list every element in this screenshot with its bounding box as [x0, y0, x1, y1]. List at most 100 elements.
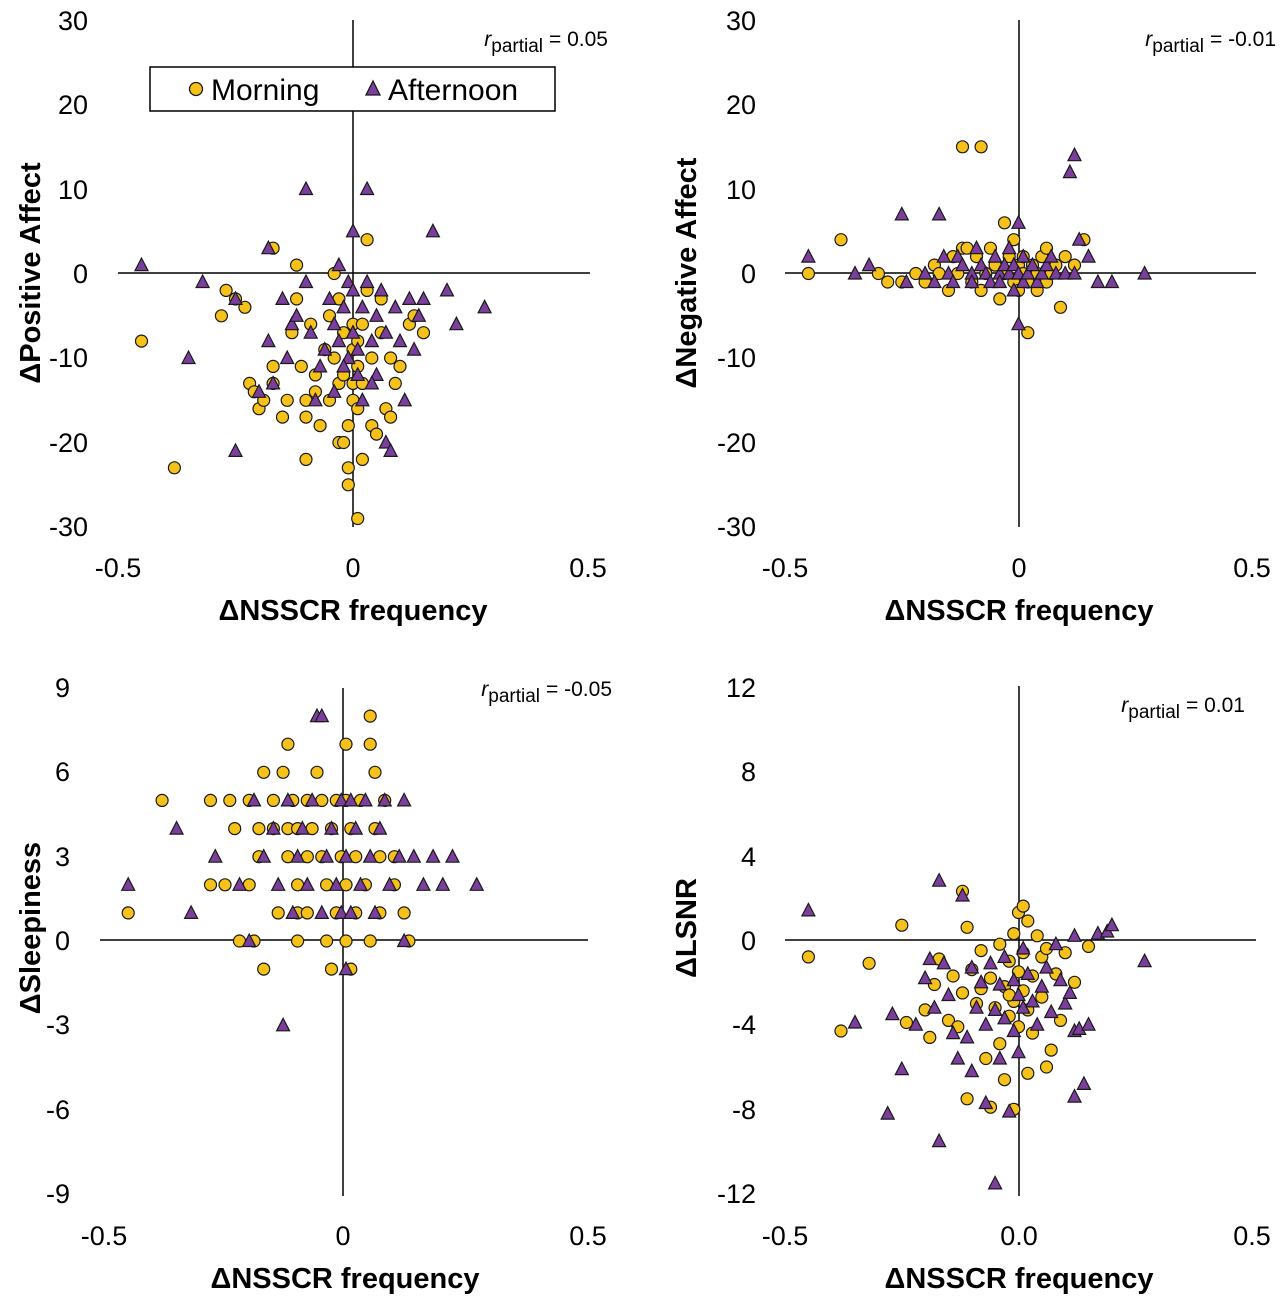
morning-point — [1039, 1060, 1054, 1074]
y-tick-label: 12 — [726, 673, 756, 703]
afternoon-point — [861, 256, 877, 272]
afternoon-point — [477, 298, 493, 314]
afternoon-point — [931, 206, 947, 221]
r-partial-annotation: rpartial = 0.01 — [1121, 694, 1245, 723]
morning-point — [275, 410, 290, 424]
morning-point — [369, 427, 384, 441]
morning-point — [341, 419, 355, 433]
morning-point — [974, 140, 988, 154]
afternoon-point — [411, 307, 427, 322]
afternoon-point — [1006, 1022, 1022, 1038]
morning-point — [299, 452, 313, 466]
morning-point — [941, 1013, 956, 1028]
afternoon-point — [340, 273, 356, 289]
afternoon-point — [1062, 984, 1078, 1000]
afternoon-point — [391, 848, 407, 863]
afternoon-point — [378, 324, 394, 339]
morning-point — [218, 878, 232, 892]
x-axis-title: ΔNSSCR frequency — [210, 1263, 479, 1295]
morning-point — [203, 793, 218, 808]
afternoon-point — [298, 180, 314, 196]
x-tick-label: -0.5 — [81, 1221, 128, 1251]
y-tick-label: 9 — [55, 673, 70, 703]
afternoon-point — [469, 876, 485, 891]
data-points — [120, 707, 485, 1032]
afternoon-point — [392, 332, 408, 348]
afternoon-point — [324, 820, 339, 835]
afternoon-point — [448, 315, 464, 331]
afternoon-point — [373, 282, 389, 297]
afternoon-point — [987, 1175, 1003, 1190]
afternoon-point — [1001, 239, 1017, 255]
afternoon-point — [336, 358, 352, 373]
y-tick-label: -10 — [49, 343, 88, 373]
afternoon-point — [908, 1016, 924, 1031]
afternoon-point — [425, 222, 441, 238]
afternoon-point — [936, 954, 952, 970]
morning-point — [320, 934, 334, 948]
morning-point — [322, 309, 337, 323]
afternoon-point — [1011, 315, 1026, 331]
morning-point — [223, 793, 237, 808]
morning-point — [393, 359, 407, 373]
y-tick-label: -9 — [46, 1179, 70, 1209]
y-tick-label: -6 — [46, 1095, 70, 1125]
afternoon-point — [401, 290, 417, 305]
afternoon-point — [1057, 995, 1073, 1010]
afternoon-point — [359, 180, 375, 196]
morning-point — [1058, 250, 1072, 264]
afternoon-point — [931, 1132, 947, 1148]
afternoon-point — [416, 290, 431, 305]
y-tick-label: -20 — [49, 428, 88, 458]
r-partial-annotation: rpartial = -0.01 — [1145, 28, 1276, 57]
morning-point — [368, 765, 382, 779]
afternoon-point — [983, 273, 998, 289]
afternoon-point — [992, 273, 1008, 289]
y-tick-label: 30 — [726, 6, 756, 36]
morning-point — [927, 977, 942, 992]
afternoon-point — [1067, 146, 1082, 162]
morning-point — [337, 435, 351, 450]
morning-point — [384, 351, 398, 365]
afternoon-point — [1001, 265, 1017, 280]
morning-point — [167, 461, 181, 475]
afternoon-point — [1034, 265, 1050, 280]
afternoon-point — [1006, 971, 1022, 987]
afternoon-point — [195, 273, 211, 289]
afternoon-point — [333, 904, 349, 920]
morning-point — [801, 266, 816, 281]
afternoon-point — [345, 222, 361, 238]
afternoon-point — [1039, 256, 1054, 272]
morning-point — [363, 934, 377, 948]
x-axis-title: ΔNSSCR frequency — [884, 595, 1153, 627]
afternoon-point — [348, 820, 364, 835]
x-tick-label: 0 — [335, 1221, 350, 1251]
afternoon-point — [969, 999, 984, 1014]
morning-point — [339, 934, 353, 948]
morning-point — [360, 233, 374, 247]
x-tick-label: 0 — [1011, 553, 1026, 583]
afternoon-point — [396, 792, 412, 807]
afternoon-point — [1043, 248, 1059, 263]
afternoon-point — [338, 848, 354, 863]
afternoon-point — [987, 1001, 1003, 1017]
x-tick-label: 0.5 — [569, 1221, 607, 1251]
afternoon-point — [1048, 265, 1064, 280]
afternoon-point — [1137, 265, 1153, 280]
morning-point — [1039, 241, 1054, 255]
y-tick-label: 3 — [55, 842, 70, 872]
afternoon-point — [964, 959, 980, 974]
y-tick-label: 4 — [741, 842, 756, 872]
morning-point — [365, 351, 379, 365]
y-axis-title: ΔPositive Affect — [15, 162, 47, 384]
afternoon-point — [326, 383, 342, 398]
x-axis-title: ΔNSSCR frequency — [884, 1263, 1153, 1295]
afternoon-point — [1015, 273, 1031, 289]
afternoon-point — [847, 1014, 863, 1029]
afternoon-point — [1011, 986, 1026, 1002]
afternoon-point — [992, 976, 1008, 991]
afternoon-point — [435, 876, 451, 891]
afternoon-point — [1053, 971, 1068, 987]
afternoon-point — [955, 887, 970, 902]
